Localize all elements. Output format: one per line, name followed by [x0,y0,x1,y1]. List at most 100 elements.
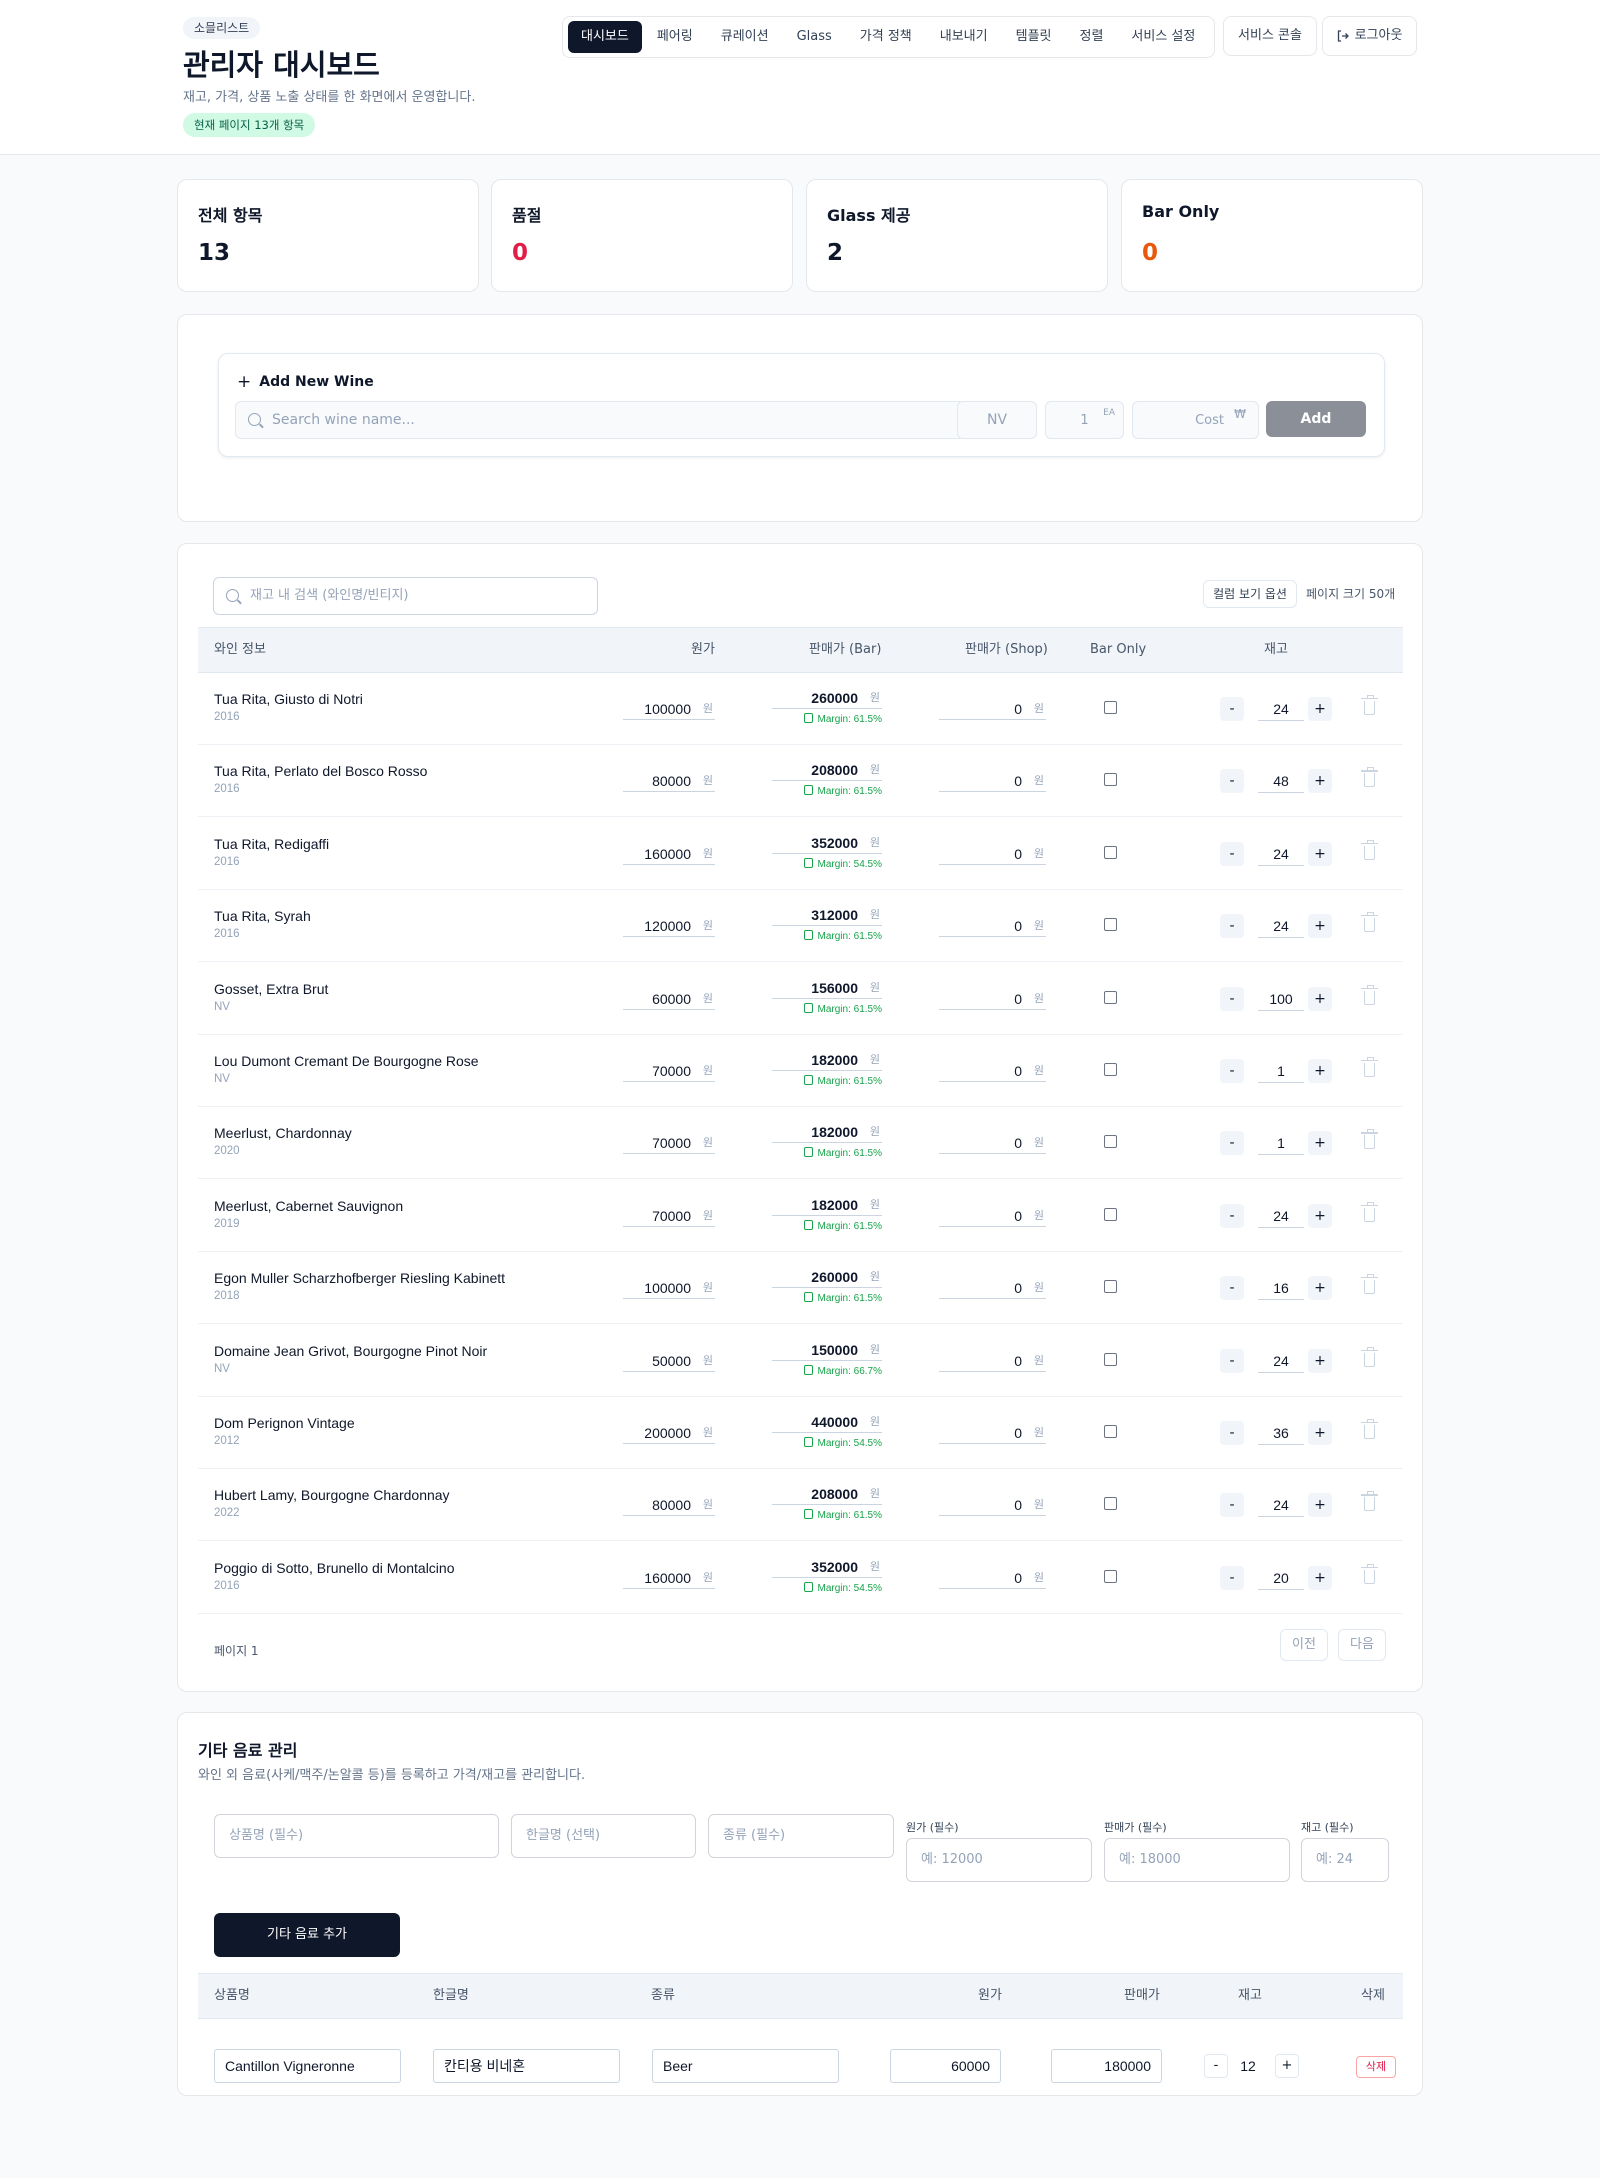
bev-price-input[interactable]: 예: 18000 [1104,1838,1290,1882]
trash-icon[interactable] [1361,1129,1378,1150]
trash-icon[interactable] [1361,984,1378,1005]
bar-price-input[interactable]: 156000 원 [772,977,882,999]
cost-input[interactable]: 120000 원 [623,915,715,938]
bev-type-input[interactable]: 종류 (필수) [708,1814,894,1858]
bar-only-checkbox[interactable] [1104,1063,1117,1076]
stock-input[interactable]: 1 [1258,1059,1304,1083]
bev-row-price[interactable]: 180000 [1051,2049,1162,2083]
tab-templates[interactable]: 템플릿 [1015,29,1052,44]
stock-input[interactable]: 24 [1258,1493,1304,1518]
trash-icon[interactable] [1361,695,1378,715]
stock-input[interactable]: 100 [1258,987,1304,1011]
stock-input[interactable]: 1 [1258,1131,1304,1156]
trash-icon[interactable] [1361,1346,1378,1367]
stock-decrement-button[interactable]: - [1220,697,1244,721]
column-options-button[interactable]: 컬럼 보기 옵션 [1203,580,1297,608]
bar-price-input[interactable]: 208000 원 [772,1483,882,1506]
bev-row-stock[interactable]: 12 [1240,2058,1256,2074]
bev-stock-decrement-button[interactable]: - [1204,2054,1228,2078]
stock-decrement-button[interactable]: - [1220,769,1244,794]
stock-increment-button[interactable]: + [1308,769,1332,794]
stock-increment-button[interactable]: + [1308,1203,1332,1228]
cost-input[interactable]: 160000 원 [623,1567,715,1589]
trash-icon[interactable] [1361,1491,1378,1512]
bar-only-checkbox[interactable] [1104,990,1117,1004]
stock-decrement-button[interactable]: - [1220,1493,1244,1518]
service-console-button[interactable]: 서비스 콘솔 [1223,16,1317,56]
bar-price-input[interactable]: 440000 원 [772,1411,882,1433]
stock-increment-button[interactable]: + [1308,914,1332,939]
tab-dashboard[interactable]: 대시보드 [568,21,642,53]
cost-input[interactable]: 70000 원 [623,1205,715,1227]
stock-decrement-button[interactable]: - [1220,914,1244,939]
stock-input[interactable]: 16 [1258,1276,1304,1301]
tab-curation[interactable]: 큐레이션 [720,29,769,44]
bar-price-input[interactable]: 312000 원 [772,904,882,927]
stock-decrement-button[interactable]: - [1220,1276,1244,1301]
vintage-input[interactable]: NV [957,401,1037,439]
bar-only-checkbox[interactable] [1104,1497,1117,1511]
bar-only-checkbox[interactable] [1104,1280,1117,1294]
bar-only-checkbox[interactable] [1104,701,1117,714]
stock-decrement-button[interactable]: - [1220,1348,1244,1373]
bar-price-input[interactable]: 182000 원 [772,1121,882,1144]
add-beverage-button[interactable]: 기타 음료 추가 [214,1913,400,1957]
wine-search-input[interactable]: Search wine name... [235,401,964,439]
cost-input[interactable]: Cost ₩ [1132,401,1259,439]
bev-row-cost[interactable]: 60000 [890,2049,1001,2083]
bev-stock-input[interactable]: 예: 24 [1301,1838,1389,1882]
cost-input[interactable]: 70000 원 [623,1132,715,1155]
bar-only-checkbox[interactable] [1104,1135,1117,1149]
cost-input[interactable]: 60000 원 [623,988,715,1010]
bar-price-input[interactable]: 208000 원 [772,759,882,782]
cost-input[interactable]: 80000 원 [623,1494,715,1517]
tab-price-policy[interactable]: 가격 정책 [859,29,912,44]
stock-increment-button[interactable]: + [1308,1059,1332,1083]
bar-price-input[interactable]: 260000 원 [772,1266,882,1289]
stock-input[interactable]: 20 [1258,1566,1304,1590]
stock-decrement-button[interactable]: - [1220,1421,1244,1445]
tab-service-settings[interactable]: 서비스 설정 [1131,29,1196,44]
stock-increment-button[interactable]: + [1308,1421,1332,1445]
cost-input[interactable]: 50000 원 [623,1350,715,1372]
bar-price-input[interactable]: 352000 원 [772,832,882,854]
tab-pairing[interactable]: 페어링 [656,29,693,44]
bar-only-checkbox[interactable] [1104,845,1117,859]
bar-price-input[interactable]: 182000 원 [772,1194,882,1216]
bar-only-checkbox[interactable] [1104,918,1117,932]
cost-input[interactable]: 100000 원 [623,1277,715,1300]
next-page-button[interactable]: 다음 [1338,1629,1386,1661]
bar-only-checkbox[interactable] [1104,773,1117,787]
logout-button[interactable]: 로그아웃 [1322,16,1417,56]
stock-input[interactable]: 24 [1258,1349,1304,1373]
bev-row-korean-name[interactable]: 칸티용 비네혼 [433,2049,620,2083]
trash-icon[interactable] [1361,1563,1378,1584]
trash-icon[interactable] [1361,1274,1378,1295]
cost-input[interactable]: 160000 원 [623,843,715,865]
stock-decrement-button[interactable]: - [1220,1203,1244,1228]
inventory-search-input[interactable]: 재고 내 검색 (와인명/빈티지) [213,577,598,615]
bev-cost-input[interactable]: 예: 12000 [906,1838,1092,1882]
stock-increment-button[interactable]: + [1308,841,1332,866]
stock-input[interactable]: 24 [1258,1204,1304,1228]
stock-decrement-button[interactable]: - [1220,841,1244,866]
stock-increment-button[interactable]: + [1308,1131,1332,1156]
page-size-select[interactable]: 페이지 크기 50개 [1306,587,1396,601]
stock-increment-button[interactable]: + [1308,1565,1332,1590]
stock-input[interactable]: 24 [1258,914,1304,939]
stock-increment-button[interactable]: + [1308,697,1332,721]
cost-input[interactable]: 70000 원 [623,1060,715,1082]
trash-icon[interactable] [1361,912,1378,933]
bev-stock-increment-button[interactable]: + [1275,2054,1299,2078]
